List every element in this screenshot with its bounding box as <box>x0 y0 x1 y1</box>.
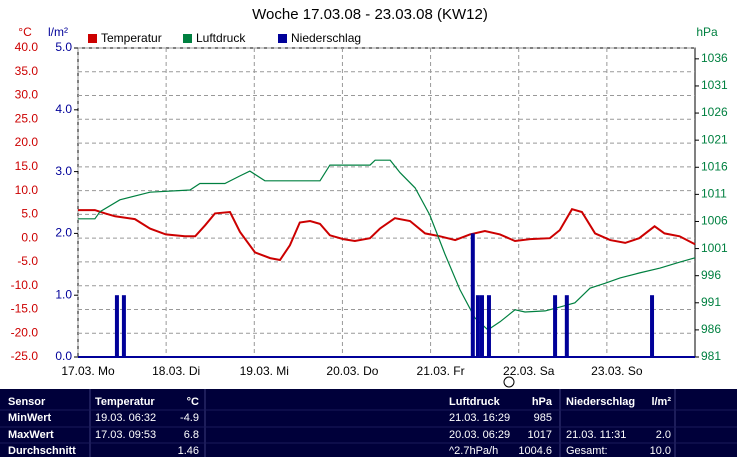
y3-axis-title: l/m² <box>48 25 68 39</box>
y2-tick-label: 996 <box>701 268 721 282</box>
y3-tick-label: 0.0 <box>55 349 72 363</box>
table-cell: Niederschlag <box>566 396 635 408</box>
table-cell: MaxWert <box>8 429 54 441</box>
x-tick-label: 17.03. Mo <box>61 364 115 378</box>
icon <box>503 376 515 388</box>
chart-title: Woche 17.03.08 - 23.03.08 (KW12) <box>252 6 488 23</box>
y-tick-label: 10.0 <box>15 183 39 197</box>
bar <box>553 295 558 357</box>
table-cell: Temperatur <box>95 396 155 408</box>
bar <box>121 295 126 357</box>
table-cell: 19.03. 06:32 <box>95 412 156 424</box>
y2-tick-label: 1001 <box>701 241 728 255</box>
table-cell: Luftdruck <box>449 396 501 408</box>
y-tick-label: 40.0 <box>15 40 39 54</box>
y3-tick-label: 1.0 <box>55 287 72 301</box>
y2-tick-label: 1036 <box>701 51 728 65</box>
table-cell: 2.0 <box>656 429 671 441</box>
y2-tick-label: 1021 <box>701 132 728 146</box>
table-cell: ^2.7hPa/h <box>449 445 498 457</box>
y-tick-label: 0.0 <box>21 230 38 244</box>
y3-tick-label: 2.0 <box>55 226 72 240</box>
y-axis-title: °C <box>18 25 32 39</box>
table-cell: °C <box>187 396 199 408</box>
legend-label: Luftdruck <box>196 31 246 45</box>
y2-tick-label: 981 <box>701 349 721 363</box>
table-cell: hPa <box>532 396 553 408</box>
y-tick-label: 5.0 <box>21 207 38 221</box>
table-cell: 985 <box>534 412 552 424</box>
x-tick-label: 20.03. Do <box>326 364 378 378</box>
legend-label: Temperatur <box>101 31 162 45</box>
table-cell: 1.46 <box>178 445 199 457</box>
bar <box>470 233 475 357</box>
stats-panel <box>0 389 737 457</box>
table-cell: l/m² <box>651 396 671 408</box>
plot-area <box>77 47 696 358</box>
bar <box>564 295 569 357</box>
y-tick-label: -5.0 <box>17 254 38 268</box>
table-cell: 1004.6 <box>518 445 552 457</box>
y2-tick-label: 986 <box>701 322 721 336</box>
x-tick-label: 23.03. So <box>591 364 643 378</box>
table-cell: 21.03. 11:31 <box>566 429 626 441</box>
legend-swatch <box>88 34 97 43</box>
bar <box>114 295 119 357</box>
legend-swatch <box>183 34 192 43</box>
x-tick-label: 19.03. Mi <box>240 364 289 378</box>
table-cell: 17.03. 09:53 <box>95 429 156 441</box>
y3-tick-label: 4.0 <box>55 102 72 116</box>
y2-tick-label: 1016 <box>701 159 728 173</box>
y-tick-label: 15.0 <box>15 159 39 173</box>
bar <box>479 295 484 357</box>
y-tick-label: -20.0 <box>11 325 39 339</box>
table-cell: 1017 <box>528 429 552 441</box>
y2-tick-label: 1011 <box>701 187 727 201</box>
table-cell: 20.03. 06:29 <box>449 429 510 441</box>
table-cell: Durchschnitt <box>8 445 76 457</box>
table-cell: 21.03. 16:29 <box>449 412 510 424</box>
series-line <box>78 208 696 262</box>
table-cell: 6.8 <box>184 429 199 441</box>
y-tick-label: -15.0 <box>11 302 39 316</box>
x-tick-label: 21.03. Fr <box>417 364 465 378</box>
stats-table: Sensor Temperatur °C Luftdruck hPa Niederschl… <box>0 389 737 457</box>
bar <box>650 295 655 357</box>
y2-axis-title: hPa <box>696 25 718 39</box>
y3-tick-label: 5.0 <box>55 40 72 54</box>
bar <box>475 295 480 357</box>
y-tick-label: 25.0 <box>15 111 39 125</box>
series-line <box>78 159 696 331</box>
table-cell: 10.0 <box>650 445 671 457</box>
legend-swatch <box>278 34 287 43</box>
y-tick-label: 35.0 <box>15 64 39 78</box>
table-cell: Sensor <box>8 396 46 408</box>
x-tick-label: 18.03. Di <box>152 364 200 378</box>
y2-tick-label: 991 <box>701 295 721 309</box>
bar <box>486 295 491 357</box>
table-cell: MinWert <box>8 412 52 424</box>
y-tick-label: 30.0 <box>15 88 39 102</box>
x-tick-label: 22.03. Sa <box>503 364 555 378</box>
y-tick-label: -10.0 <box>11 278 39 292</box>
legend-label: Niederschlag <box>291 31 361 45</box>
y2-tick-label: 1026 <box>701 105 728 119</box>
y2-tick-label: 1006 <box>701 214 728 228</box>
y3-tick-label: 3.0 <box>55 164 72 178</box>
table-cell: -4.9 <box>180 412 199 424</box>
y-tick-label: 20.0 <box>15 135 39 149</box>
y2-tick-label: 1031 <box>701 78 728 92</box>
table-cell: Gesamt: <box>566 445 608 457</box>
y-tick-label: -25.0 <box>11 349 39 363</box>
